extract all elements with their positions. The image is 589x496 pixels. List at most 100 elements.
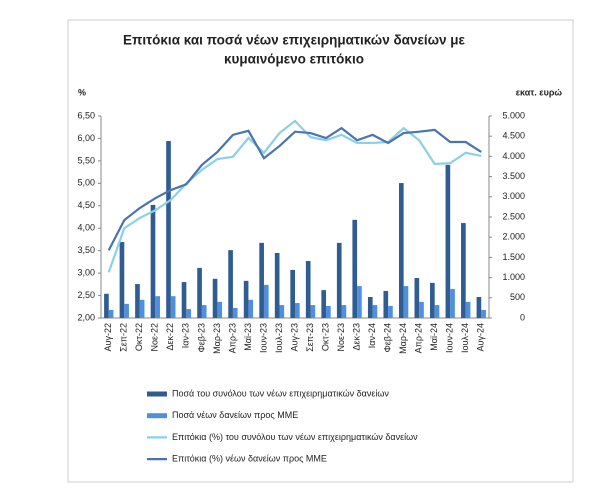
bar xyxy=(295,303,300,318)
bar xyxy=(305,261,311,318)
bar xyxy=(259,242,264,318)
bar xyxy=(217,301,223,318)
bar xyxy=(445,164,451,318)
bar xyxy=(461,223,466,318)
y-tick-label: 2,50 xyxy=(77,290,95,300)
bar xyxy=(336,242,342,318)
x-tick-label: Μαϊ-24 xyxy=(429,323,439,351)
bar xyxy=(170,296,176,318)
x-tick-label: Αυγ-23 xyxy=(289,323,299,351)
bar xyxy=(372,305,378,318)
x-tick-label: Ιουλ-23 xyxy=(274,323,284,353)
bar xyxy=(352,219,358,318)
bar xyxy=(197,267,202,318)
x-tick-label: Απρ-24 xyxy=(414,323,424,353)
x-tick-label: Αυγ-24 xyxy=(476,323,486,351)
x-tick-label: Μαρ-24 xyxy=(398,323,408,354)
bar xyxy=(108,309,114,318)
bar xyxy=(321,290,327,318)
legend: Ποσά του συνόλου των νέων επιχειρηματικώ… xyxy=(147,388,418,463)
legend-label: Ποσά του συνόλου των νέων επιχειρηματικώ… xyxy=(172,388,389,398)
y-axis-title: % xyxy=(78,87,86,97)
line xyxy=(107,119,482,273)
x-tick-label: Σεπ-23 xyxy=(305,323,315,352)
bar xyxy=(310,305,316,318)
y2-tick-label: 5.000 xyxy=(502,110,525,120)
legend-swatch xyxy=(147,391,167,397)
bar xyxy=(263,284,269,318)
legend-label: Ποσά νέων δανείων προς ΜΜΕ xyxy=(172,410,298,420)
x-tick-label: Δεκ-22 xyxy=(165,323,175,351)
bar xyxy=(124,303,129,318)
bar xyxy=(388,305,393,318)
y-tick-label: 4,00 xyxy=(77,223,95,233)
y-tick-label: 6,50 xyxy=(77,110,95,120)
x-tick-label: Μαρ-23 xyxy=(212,323,222,354)
y-tick-label: 5,00 xyxy=(77,178,95,188)
bar xyxy=(383,290,389,318)
bar xyxy=(367,296,373,318)
x-tick-label: Μαϊ-23 xyxy=(243,323,253,351)
line xyxy=(107,126,482,251)
bar xyxy=(357,286,362,318)
bar xyxy=(403,286,409,318)
bar xyxy=(181,282,187,318)
x-tick-label: Ιουν-23 xyxy=(258,323,268,353)
chart-title: κυμαινόμενο επιτόκιο xyxy=(224,52,364,67)
bar xyxy=(465,301,471,318)
bar xyxy=(430,282,435,318)
bar xyxy=(232,307,238,318)
y2-tick-label: 500 xyxy=(510,292,525,302)
y-tick-label: 5,50 xyxy=(77,155,95,165)
x-tick-label: Ιουν-24 xyxy=(445,323,455,353)
y2-tick-label: 0 xyxy=(520,312,525,322)
y2-tick-label: 3.500 xyxy=(502,171,525,181)
bar xyxy=(228,250,233,318)
bar xyxy=(243,280,249,318)
bar xyxy=(341,305,347,318)
legend-label: Επιτόκια (%) νέων δανείων προς ΜΜΕ xyxy=(172,453,327,463)
y2-tick-label: 2.500 xyxy=(502,211,525,221)
y-tick-label: 6,00 xyxy=(77,133,95,143)
bar xyxy=(150,204,156,318)
y2-tick-label: 4.500 xyxy=(502,131,525,141)
y2-tick-label: 4.000 xyxy=(502,151,525,161)
bar xyxy=(274,252,280,318)
bar xyxy=(119,242,125,318)
y-tick-label: 4,50 xyxy=(77,200,95,210)
y2-tick-label: 1.500 xyxy=(502,252,525,262)
bar xyxy=(155,296,160,318)
legend-swatch xyxy=(147,413,167,419)
x-tick-label: Ιαν-23 xyxy=(181,323,191,348)
bar xyxy=(326,305,331,318)
bar xyxy=(476,296,482,318)
bar xyxy=(419,301,424,318)
x-tick-label: Δεκ-23 xyxy=(351,323,361,351)
y-tick-label: 2,00 xyxy=(77,312,95,322)
chart-title: Επιτόκια και ποσά νέων επιχειρηματικών δ… xyxy=(123,33,465,48)
bar xyxy=(398,183,404,318)
y2-axis-title: εκατ. ευρώ xyxy=(516,87,563,97)
x-tick-label: Οκτ-23 xyxy=(320,323,330,351)
x-tick-label: Ιαν-24 xyxy=(367,323,377,348)
x-tick-label: Αυγ-22 xyxy=(103,323,113,351)
legend-label: Επιτόκια (%) του συνόλου των νέων επιχει… xyxy=(172,432,418,442)
x-tick-label: Οκτ-22 xyxy=(134,323,144,351)
x-tick-label: Νοε-23 xyxy=(336,323,346,352)
x-tick-label: Φεβ-23 xyxy=(196,323,206,352)
chart-frame xyxy=(67,19,574,483)
bar xyxy=(414,278,420,318)
bar xyxy=(104,293,109,318)
bar xyxy=(279,305,285,318)
bar xyxy=(212,278,218,318)
bar xyxy=(186,309,192,318)
x-tick-label: Απρ-23 xyxy=(227,323,237,353)
y2-tick-label: 3.000 xyxy=(502,191,525,201)
x-tick-label: Ιουλ-24 xyxy=(460,323,470,353)
x-tick-label: Σεπ-22 xyxy=(119,323,129,352)
x-tick-label: Φεβ-24 xyxy=(382,323,392,352)
bar xyxy=(201,305,207,318)
bar xyxy=(481,309,486,318)
bar xyxy=(139,299,145,318)
